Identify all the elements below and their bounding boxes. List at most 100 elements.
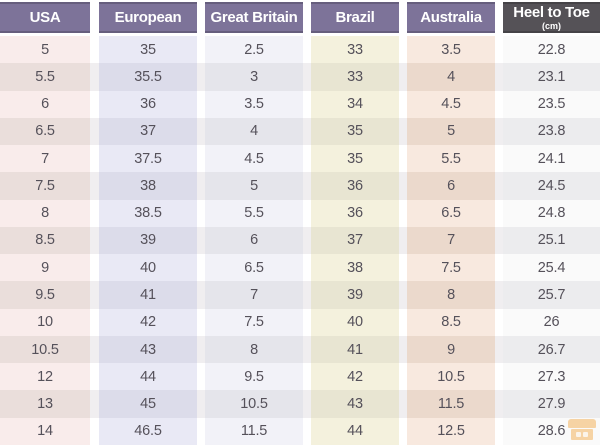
table-cell: 33 (311, 63, 399, 91)
table-cell: 35.5 (99, 63, 197, 91)
table-cell: 39 (99, 226, 197, 255)
table-cell: 6.5 (407, 199, 495, 227)
column-gutter (399, 90, 407, 118)
column-gutter (303, 254, 311, 282)
column-gutter (303, 417, 311, 445)
column-gutter (90, 199, 99, 227)
column-gutter (90, 226, 99, 255)
table-row: 5 35 2.5 33 3.5 22.8 (0, 36, 600, 64)
column-gutter (303, 308, 311, 336)
column-gutter (399, 254, 407, 282)
table-cell: 36 (311, 199, 399, 227)
column-gutter (90, 335, 99, 364)
table-cell: 5 (205, 172, 303, 200)
table-cell: 8 (0, 199, 90, 227)
table-cell: 28.6 (503, 417, 600, 445)
table-cell: 39 (311, 281, 399, 309)
column-header-label: Heel to Toe (513, 3, 590, 21)
table-cell: 6 (407, 172, 495, 200)
table-cell: 27.9 (503, 390, 600, 418)
column-gutter (399, 390, 407, 418)
table-cell: 7 (0, 145, 90, 173)
table-cell: 26.7 (503, 335, 600, 364)
table-cell: 8.5 (0, 226, 90, 255)
table-row: 6 36 3.5 34 4.5 23.5 (0, 90, 600, 118)
table-row: 8.5 39 6 37 7 25.1 (0, 226, 600, 255)
table-cell: 3 (205, 63, 303, 91)
table-cell: 24.1 (503, 145, 600, 173)
column-gutter (303, 226, 311, 255)
table-cell: 22.8 (503, 36, 600, 64)
table-cell: 37 (99, 117, 197, 146)
column-gutter (90, 2, 99, 33)
column-gutter (90, 63, 99, 91)
column-gutter (303, 281, 311, 309)
column-gutter (303, 363, 311, 391)
table-cell: 45 (99, 390, 197, 418)
column-gutter (197, 145, 205, 173)
column-gutter (197, 117, 205, 146)
column-gutter (197, 36, 205, 64)
column-gutter (399, 335, 407, 364)
column-gutter (303, 335, 311, 364)
column-gutter (495, 417, 503, 445)
table-cell: 26 (503, 308, 600, 336)
column-gutter (495, 145, 503, 173)
table-cell: 35 (311, 145, 399, 173)
column-header-great-britain: Great Britain (205, 2, 303, 33)
column-header-label: Australia (420, 9, 482, 26)
table-cell: 5.5 (205, 199, 303, 227)
table-cell: 10.5 (407, 363, 495, 391)
column-gutter (197, 335, 205, 364)
column-gutter (495, 2, 503, 33)
column-gutter (399, 363, 407, 391)
table-cell: 7 (205, 281, 303, 309)
table-cell: 12.5 (407, 417, 495, 445)
table-cell: 7.5 (205, 308, 303, 336)
table-cell: 23.1 (503, 63, 600, 91)
column-gutter (399, 308, 407, 336)
column-header-european: European (99, 2, 197, 33)
table-cell: 40 (311, 308, 399, 336)
table-cell: 43 (311, 390, 399, 418)
column-gutter (197, 363, 205, 391)
column-gutter (303, 63, 311, 91)
table-cell: 8 (407, 281, 495, 309)
table-cell: 33 (311, 36, 399, 64)
column-gutter (90, 417, 99, 445)
watermark-roof-shape (568, 419, 596, 428)
table-cell: 27.3 (503, 363, 600, 391)
table-cell: 4 (205, 117, 303, 146)
column-gutter (495, 281, 503, 309)
column-gutter (495, 117, 503, 146)
column-gutter (495, 363, 503, 391)
column-header-usa: USA (0, 2, 90, 33)
column-gutter (303, 172, 311, 200)
table-cell: 4.5 (407, 90, 495, 118)
watermark-logo-icon (568, 419, 596, 441)
table-cell: 9 (407, 335, 495, 364)
column-gutter (303, 2, 311, 33)
column-gutter (197, 90, 205, 118)
table-cell: 37 (311, 226, 399, 255)
column-gutter (303, 390, 311, 418)
column-gutter (197, 63, 205, 91)
column-gutter (495, 254, 503, 282)
column-header-label: USA (29, 9, 61, 26)
table-cell: 10.5 (205, 390, 303, 418)
table-cell: 4 (407, 63, 495, 91)
table-row: 7 37.5 4.5 35 5.5 24.1 (0, 145, 600, 173)
column-gutter (197, 254, 205, 282)
column-header-label: Great Britain (210, 9, 298, 26)
table-cell: 9 (0, 254, 90, 282)
table-cell: 10.5 (0, 335, 90, 364)
column-gutter (495, 308, 503, 336)
table-cell: 40 (99, 254, 197, 282)
table-cell: 6.5 (205, 254, 303, 282)
table-cell: 5 (0, 36, 90, 64)
column-gutter (90, 90, 99, 118)
column-gutter (399, 226, 407, 255)
column-gutter (399, 117, 407, 146)
table-cell: 3.5 (407, 36, 495, 64)
